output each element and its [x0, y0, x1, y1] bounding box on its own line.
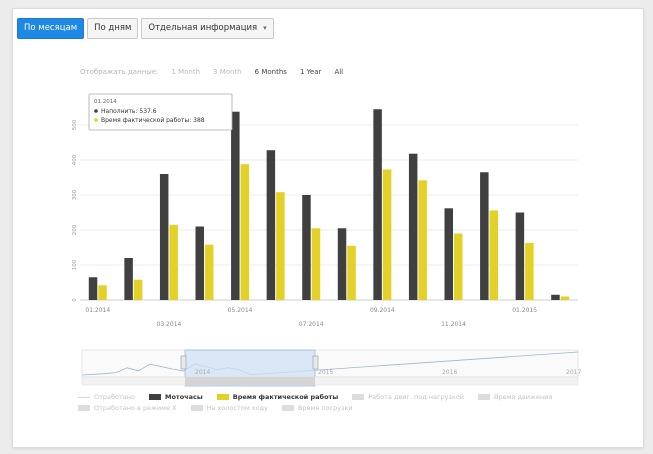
legend-item-5[interactable]: Отработано в режиме X — [78, 404, 177, 412]
bar-actual-work-0[interactable] — [98, 285, 107, 300]
tooltip-series-marker — [94, 109, 98, 113]
legend-swatch — [78, 396, 90, 398]
legend-item-7[interactable]: Время погрузки — [281, 404, 353, 412]
x-tick-label: 03.2014 — [157, 321, 182, 328]
y-tick-label: 200 — [72, 224, 78, 235]
tab-label: По дням — [94, 23, 132, 33]
legend-swatch — [190, 405, 203, 411]
tab-1[interactable]: По дням — [87, 18, 139, 39]
tab-label: Отдельная информация — [148, 23, 258, 33]
legend-label: Время фактической работы — [232, 393, 339, 401]
y-tick-label: 300 — [72, 189, 78, 200]
legend-label: Отработано — [94, 393, 135, 401]
bar-motohours-6[interactable] — [302, 195, 311, 300]
legend-swatch — [78, 405, 90, 411]
legend-label: Время движения — [494, 393, 553, 401]
range-button-0[interactable]: 1 Month — [171, 68, 201, 76]
legend-item-1[interactable]: Моточасы — [149, 393, 203, 401]
tab-0[interactable]: По месяцам — [17, 18, 85, 39]
legend-item-2[interactable]: Время фактической работы — [216, 393, 339, 401]
range-button-4[interactable]: All — [334, 68, 344, 76]
navigator-track — [81, 349, 579, 378]
x-tick-label: 01.2014 — [85, 307, 110, 314]
y-tick-label: 100 — [72, 259, 78, 270]
bar-motohours-12[interactable] — [515, 212, 525, 301]
navigator-scrollbar-thumb[interactable] — [185, 377, 315, 385]
legend-swatch — [216, 394, 229, 400]
x-tick-label: 11.2014 — [441, 321, 466, 328]
navigator-year-label: 2014 — [195, 369, 210, 376]
bar-actual-work-2[interactable] — [169, 224, 178, 300]
chevron-down-icon: ▾ — [263, 24, 267, 32]
navigator-handle-left[interactable] — [180, 355, 187, 370]
legend-swatch — [478, 394, 491, 400]
bar-motohours-1[interactable] — [124, 258, 133, 300]
bar-actual-work-12[interactable] — [525, 242, 534, 300]
range-button-2[interactable]: 6 Months — [254, 68, 287, 76]
bar-motohours-2[interactable] — [159, 174, 169, 300]
y-tick-label: 400 — [72, 154, 78, 165]
navigator-year-label: 2015 — [318, 369, 333, 376]
bar-actual-work-3[interactable] — [205, 244, 214, 300]
tab-label: По месяцам — [24, 23, 78, 33]
view-tabs: По месяцам По дням Отдельная информация ▾ — [17, 18, 274, 39]
bar-motohours-9[interactable] — [408, 153, 418, 300]
bar-actual-work-5[interactable] — [276, 192, 285, 300]
legend-label: На холостом ходу — [206, 404, 268, 412]
legend-swatch — [352, 394, 365, 400]
tooltip-line: Наполнить: 537.6 — [101, 108, 157, 115]
bar-motohours-11[interactable] — [480, 172, 489, 300]
bar-actual-work-10[interactable] — [454, 233, 463, 301]
bar-actual-work-1[interactable] — [133, 279, 143, 300]
x-tick-label: 05.2014 — [228, 307, 253, 314]
x-tick-label: 01.2015 — [512, 307, 537, 314]
bar-actual-work-6[interactable] — [311, 228, 321, 300]
navigator-year-label: 2016 — [442, 369, 457, 376]
legend-label: Отработано в режиме X — [94, 404, 177, 412]
navigator-handle-right[interactable] — [312, 355, 319, 370]
legend: Отработано Моточасы Время фактической рабо… — [78, 393, 588, 412]
bar-motohours-13[interactable] — [551, 294, 560, 300]
x-tick-label: 09.2014 — [370, 307, 395, 314]
tooltip-date: 01.2014 — [94, 99, 117, 105]
bar-actual-work-9[interactable] — [418, 180, 427, 300]
range-selector: Отображать данные: 1 Month 3 Month 6 Month… — [80, 68, 343, 76]
bar-motohours-8[interactable] — [373, 109, 382, 300]
bar-actual-work-4[interactable] — [240, 164, 250, 300]
y-tick-label: 0 — [72, 298, 78, 302]
navigator-scrollbar[interactable] — [81, 376, 579, 386]
legend-item-6[interactable]: На холостом ходу — [190, 404, 268, 412]
bar-actual-work-11[interactable] — [489, 210, 499, 300]
legend-label: Работа двиг. под нагрузкой — [368, 393, 465, 401]
y-tick-label: 500 — [72, 119, 78, 130]
bar-motohours-0[interactable] — [88, 277, 98, 300]
legend-item-3[interactable]: Работа двиг. под нагрузкой — [352, 393, 464, 401]
bar-motohours-4[interactable] — [231, 111, 240, 300]
tooltip-series-marker — [94, 118, 98, 122]
legend-item-4[interactable]: Время движения — [478, 393, 552, 401]
bar-motohours-10[interactable] — [444, 208, 454, 300]
legend-swatch — [281, 405, 294, 411]
bar-motohours-3[interactable] — [195, 226, 205, 301]
bar-motohours-5[interactable] — [266, 150, 276, 300]
tab-2[interactable]: Отдельная информация ▾ — [141, 18, 274, 39]
x-tick-label: 07.2014 — [299, 321, 324, 328]
legend-label: Моточасы — [165, 393, 203, 401]
bar-actual-work-8[interactable] — [382, 169, 392, 300]
legend-swatch — [149, 394, 161, 400]
bar-motohours-7[interactable] — [337, 228, 347, 300]
range-label: Отображать данные: — [80, 68, 159, 76]
tooltip-line: Время фактической работы: 388 — [101, 117, 205, 124]
tooltip-box — [88, 93, 233, 131]
bar-actual-work-13[interactable] — [560, 296, 570, 301]
legend-item-0[interactable]: Отработано — [78, 393, 135, 401]
legend-label: Время погрузки — [297, 404, 353, 412]
bar-actual-work-7[interactable] — [347, 245, 356, 300]
range-button-3[interactable]: 1 Year — [299, 68, 322, 76]
navigator-year-label: 2017 — [566, 369, 581, 376]
range-button-1[interactable]: 3 Month — [213, 68, 242, 76]
